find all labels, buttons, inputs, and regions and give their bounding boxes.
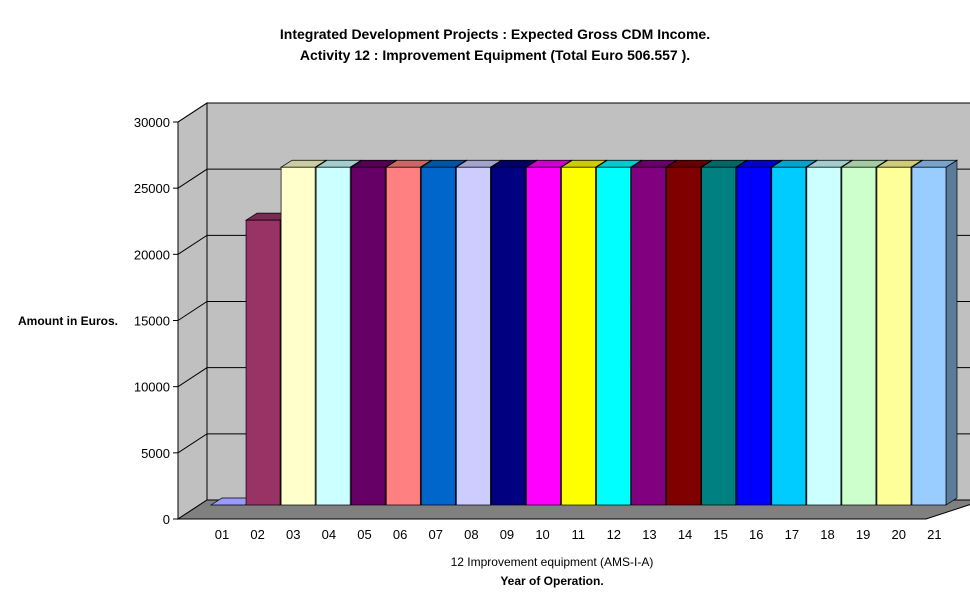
x-tick-label: 03 [286, 527, 300, 542]
x-tick-label: 08 [464, 527, 478, 542]
y-tick-label: 0 [163, 512, 170, 527]
x-tick-label: 21 [927, 527, 941, 542]
x-tick-label: 10 [535, 527, 549, 542]
x-tick-label: 01 [215, 527, 229, 542]
x-tick-label: 12 [607, 527, 621, 542]
x-tick-label: 15 [713, 527, 727, 542]
x-tick-label: 18 [820, 527, 834, 542]
series-label: 12 Improvement equipment (AMS-I-A) [450, 555, 654, 569]
x-tick-label: 04 [322, 527, 336, 542]
x-tick-label: 07 [428, 527, 442, 542]
x-tick-label: 14 [678, 527, 692, 542]
x-tick-label: 20 [892, 527, 906, 542]
y-tick-label: 25000 [134, 181, 170, 196]
x-tick-label: 02 [250, 527, 264, 542]
y-tick-label: 30000 [134, 115, 170, 130]
y-tick-label: 15000 [134, 314, 170, 329]
y-tick-label: 5000 [141, 446, 170, 461]
bar-21 [910, 159, 959, 506]
x-tick-label: 17 [785, 527, 799, 542]
x-axis-label: Year of Operation. [500, 574, 604, 588]
x-tick-label: 19 [856, 527, 870, 542]
chart-title-line-1: Integrated Development Projects : Expect… [279, 26, 711, 42]
x-tick-label: 13 [642, 527, 656, 542]
x-tick-label: 06 [393, 527, 407, 542]
chart-title-line-2: Activity 12 : Improvement Equipment (Tot… [299, 47, 691, 63]
x-tick-label: 09 [500, 527, 514, 542]
y-axis-label: Amount in Euros. [18, 314, 118, 328]
x-tick-label: 16 [749, 527, 763, 542]
y-tick-label: 10000 [134, 380, 170, 395]
y-tick-label: 20000 [134, 247, 170, 262]
x-tick-label: 11 [571, 527, 585, 542]
x-tick-label: 05 [357, 527, 371, 542]
gridline [177, 102, 970, 123]
